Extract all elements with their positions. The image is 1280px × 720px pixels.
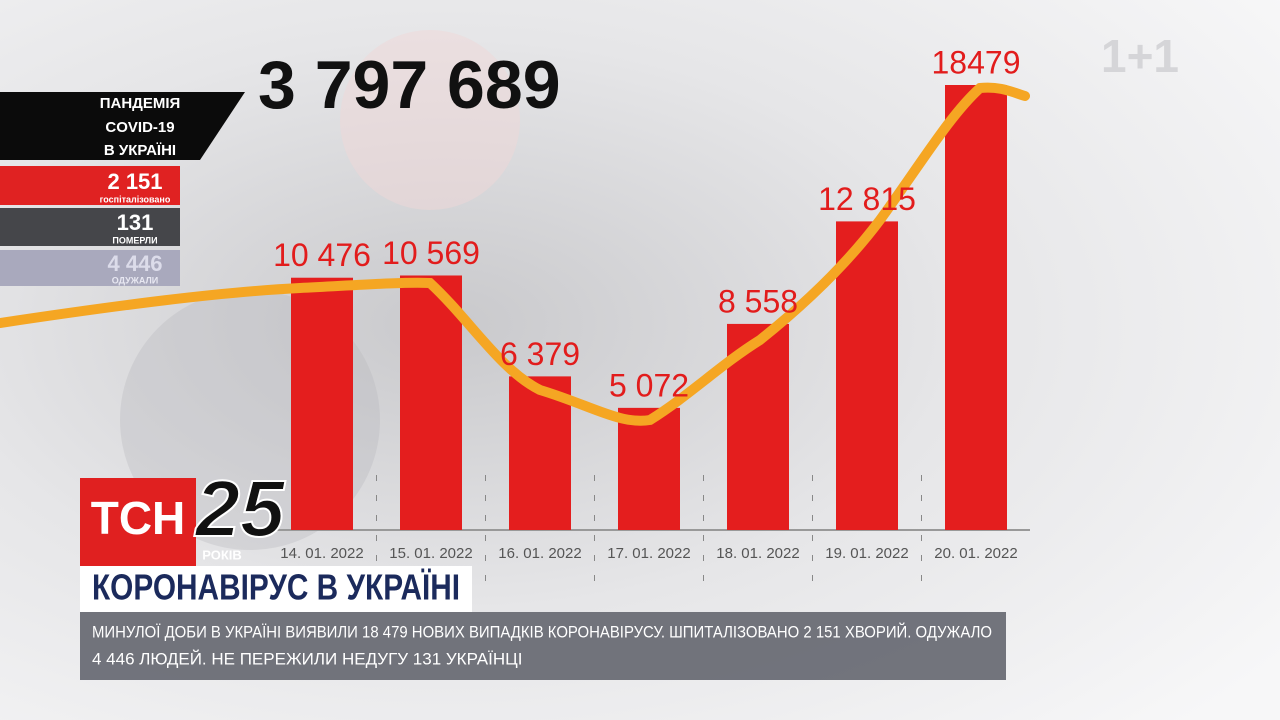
- category-label: 18. 01. 2022: [716, 545, 799, 562]
- blur-shape: [340, 30, 520, 210]
- stat-box: [0, 166, 180, 205]
- value-label: 5 072: [609, 367, 689, 403]
- stat-box: [0, 250, 180, 286]
- category-label: 17. 01. 2022: [607, 545, 690, 562]
- value-label: 10 569: [382, 235, 480, 271]
- news-logo: ТСН: [91, 492, 186, 544]
- category-label: 14. 01. 2022: [280, 545, 363, 562]
- stat-value: 131: [117, 210, 154, 235]
- stats-title: COVID-19: [105, 119, 174, 136]
- stat-label: госпіталізовано: [100, 194, 171, 204]
- news-logo-box: [80, 478, 196, 566]
- ticker-text: МИНУЛОЇ ДОБИ В УКРАЇНІ ВИЯВИЛИ 18 479 НО…: [92, 622, 992, 641]
- stat-label: ОДУЖАЛИ: [112, 275, 159, 285]
- trend-line: [0, 82, 1030, 426]
- bar: [945, 85, 1007, 530]
- anniversary-number: 25: [194, 464, 286, 553]
- ticker-box: [80, 612, 1006, 680]
- total-cases: 3 797 689: [258, 47, 561, 123]
- bar: [291, 277, 353, 530]
- bar: [836, 221, 898, 531]
- stat-label: ПОМЕРЛИ: [112, 235, 157, 245]
- category-label: 19. 01. 2022: [825, 545, 908, 562]
- stat-value: 2 151: [107, 169, 162, 194]
- category-label: 20. 01. 2022: [934, 545, 1017, 562]
- bar: [400, 275, 462, 530]
- stat-value: 4 446: [107, 251, 162, 276]
- bar-chart: 14. 01. 2022 15. 01. 2022 16. 01. 2022 17. …: [270, 85, 1030, 590]
- stats-title: В УКРАЇНІ: [104, 142, 176, 159]
- stats-title-box: [0, 92, 245, 160]
- value-label: 6 379: [500, 336, 580, 372]
- headline: КОРОНАВІРУС В УКРАЇНІ: [92, 567, 460, 608]
- category-label: 16. 01. 2022: [498, 545, 581, 562]
- stat-box: [0, 208, 180, 246]
- anniversary-label: РОКІВ: [202, 547, 242, 562]
- category-label: 15. 01. 2022: [389, 545, 472, 562]
- bar: [618, 407, 680, 530]
- value-label: 8 558: [718, 283, 798, 319]
- value-label: 10 476: [273, 237, 371, 273]
- value-label: 12 815: [818, 181, 916, 217]
- value-label: 18479: [932, 44, 1021, 80]
- stats-title: ПАНДЕМІЯ: [100, 95, 181, 112]
- channel-logo: 1+1: [1101, 30, 1179, 82]
- headline-box: [80, 566, 472, 612]
- ticker-text: 4 446 ЛЮДЕЙ. НЕ ПЕРЕЖИЛИ НЕДУГУ 131 УКРА…: [92, 649, 522, 668]
